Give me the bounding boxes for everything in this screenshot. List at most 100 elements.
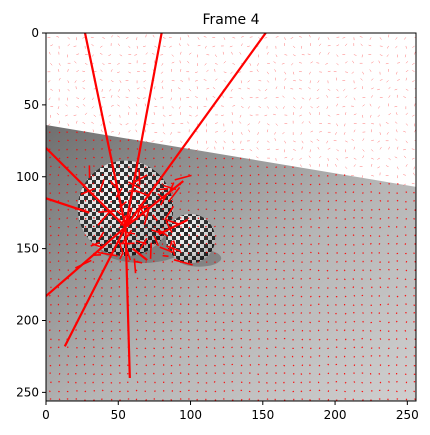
flow-dash: [206, 69, 209, 72]
flow-dash: [257, 165, 259, 168]
flow-dash: [394, 156, 398, 159]
flow-dash: [160, 54, 164, 56]
ball-flow-vector: [137, 204, 146, 217]
flow-dash: [405, 164, 408, 167]
flow-dash: [309, 112, 311, 116]
flow-dash: [396, 380, 398, 383]
flow-dash: [291, 277, 294, 280]
flow-dash: [135, 389, 138, 392]
flow-dash: [135, 363, 138, 366]
ball-flow-vector: [135, 206, 141, 221]
flow-dash: [67, 37, 70, 40]
flow-dash: [274, 312, 277, 315]
flow-dash: [169, 140, 172, 143]
flow-dash: [353, 97, 356, 101]
flow-dash: [214, 235, 217, 237]
flow-dash: [275, 251, 278, 254]
flow-dash: [50, 63, 53, 66]
flow-dash: [128, 106, 131, 109]
flow-dash: [299, 36, 302, 38]
flow-dash: [100, 364, 103, 367]
ball-flow-vector: [74, 259, 92, 269]
flow-dash: [135, 112, 138, 116]
flow-dash: [145, 226, 148, 229]
flow-dash: [84, 139, 87, 142]
flow-dash: [153, 330, 155, 332]
flow-dash: [230, 88, 233, 92]
flow-dash: [188, 261, 191, 263]
flow-dash: [309, 347, 312, 350]
flow-dash: [231, 251, 233, 254]
flow-dash: [318, 37, 320, 41]
flow-dash: [57, 200, 60, 202]
flow-dash: [151, 140, 155, 142]
flow-dash: [135, 372, 138, 375]
x-tick-label: 50: [111, 408, 126, 422]
flow-dash: [351, 71, 355, 74]
flow-dash: [118, 321, 121, 324]
flow-dash: [343, 329, 346, 332]
flow-dash: [342, 37, 346, 39]
flow-dash: [91, 97, 94, 101]
flow-dash: [411, 157, 415, 160]
flow-dash: [171, 54, 174, 57]
flow-dash: [144, 191, 147, 194]
flow-dash: [180, 51, 182, 55]
flow-dash: [161, 269, 164, 272]
flow-dash: [101, 191, 103, 193]
flow-dash: [99, 52, 103, 55]
flow-dash: [215, 122, 218, 124]
flow-dash: [387, 261, 390, 263]
ball-flow-vector: [139, 237, 148, 250]
flow-dash: [284, 312, 286, 315]
flow-dash: [223, 235, 226, 237]
flow-dash: [161, 294, 164, 297]
flow-dash: [249, 165, 252, 168]
flow-dash: [213, 304, 216, 306]
flow-dash: [413, 172, 415, 176]
flow-dash: [413, 304, 416, 307]
flow-dash: [92, 174, 95, 177]
flow-dash: [258, 121, 261, 124]
flow-dash: [187, 286, 190, 289]
flow-dash: [102, 37, 105, 39]
flow-dash: [248, 242, 251, 245]
flow-dash: [58, 131, 61, 134]
flow-dash: [369, 330, 372, 332]
flow-dash: [187, 346, 190, 349]
flow-dash: [284, 140, 286, 144]
flow-dash: [379, 37, 382, 40]
flow-dash: [403, 96, 406, 98]
flow-dash: [127, 225, 130, 228]
flow-dash: [212, 87, 216, 90]
flow-dash: [119, 329, 121, 331]
flow-dash: [100, 278, 103, 281]
ball-flow-vector: [128, 181, 142, 190]
flow-dash: [223, 130, 227, 133]
flow-dash: [118, 277, 121, 280]
flow-dash: [371, 149, 374, 152]
ball-flow-vector: [97, 251, 118, 257]
flow-dash: [239, 182, 242, 185]
ball-flow-vector: [168, 240, 173, 252]
flow-dash: [110, 131, 114, 133]
flow-dash: [411, 148, 415, 150]
flow-dash: [50, 44, 53, 47]
flow-dash: [249, 234, 252, 237]
flow-dash: [369, 103, 372, 107]
ball-flow-vector: [98, 179, 105, 193]
flow-dash: [65, 114, 68, 117]
flow-dash: [223, 363, 225, 366]
flow-dash: [414, 103, 416, 107]
flow-dash: [118, 132, 120, 135]
flow-dash: [300, 286, 303, 289]
flow-dash: [128, 112, 130, 115]
ball-flow-vector: [152, 214, 158, 222]
flow-dash: [249, 200, 252, 203]
flow-dash: [326, 269, 329, 272]
flow-dash: [388, 157, 391, 161]
flow-dash: [204, 63, 207, 66]
flow-dash: [266, 51, 269, 55]
flow-dash: [353, 129, 356, 133]
flow-dash: [326, 140, 329, 144]
